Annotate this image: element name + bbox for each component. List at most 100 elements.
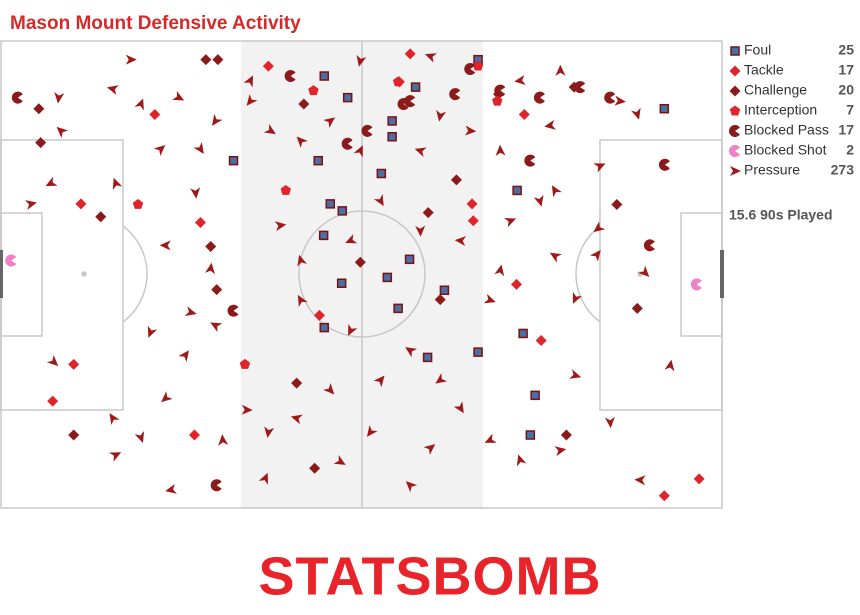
- interception-marker: [392, 76, 404, 87]
- pressure-marker: [210, 322, 223, 333]
- blocked-pass-marker: [524, 154, 536, 167]
- blocked-pass-marker: [361, 124, 373, 137]
- challenge-marker: [211, 284, 223, 296]
- legend-label: Pressure: [744, 162, 800, 178]
- challenge-marker: [309, 462, 321, 474]
- pressure-marker: [484, 433, 497, 443]
- challenge-marker: [560, 429, 572, 441]
- pressure-marker: [572, 291, 582, 304]
- pressure-marker: [125, 54, 137, 65]
- tackle-marker: [693, 473, 705, 485]
- interception-marker: [280, 184, 292, 195]
- pressure-marker: [593, 221, 606, 233]
- pressure-marker: [555, 64, 566, 76]
- pressure-marker: [165, 483, 177, 494]
- foul-marker: [404, 254, 415, 265]
- blocked-pass-marker: [574, 81, 586, 94]
- challenge-marker: [205, 240, 217, 252]
- foul-marker: [336, 278, 347, 289]
- foul-marker: [387, 131, 397, 142]
- blocked-pass-marker: [449, 88, 461, 101]
- blocked-pass-marker: [494, 84, 506, 97]
- pressure-marker: [263, 124, 276, 135]
- blocked-pass-marker: [404, 95, 416, 108]
- pressure-marker: [178, 350, 189, 363]
- pressure-marker: [54, 92, 65, 104]
- legend-count: 20: [838, 82, 854, 98]
- interception-marker: [308, 85, 319, 96]
- foul-marker: [376, 168, 387, 179]
- foul-marker: [325, 199, 336, 209]
- tackle-marker: [194, 217, 206, 229]
- pressure-marker: [664, 359, 675, 372]
- legend-swatch: [729, 105, 741, 116]
- tackle-marker: [466, 198, 478, 210]
- foul-marker: [387, 116, 397, 126]
- legend-swatch: [729, 65, 741, 77]
- pressure-marker: [205, 262, 215, 275]
- pressure-marker: [415, 225, 426, 237]
- pitch: [0, 40, 724, 509]
- pressure-marker: [551, 185, 562, 198]
- tackle-marker: [404, 48, 416, 60]
- legend-label: Blocked Pass: [744, 122, 829, 138]
- pressure-marker: [405, 347, 418, 358]
- pressure-marker: [464, 125, 477, 136]
- pressure-marker: [503, 218, 517, 228]
- foul-marker: [382, 272, 393, 283]
- tackle-marker: [511, 278, 523, 290]
- blocked-pass-marker: [284, 70, 296, 83]
- challenge-marker: [291, 377, 303, 389]
- pressure-marker: [45, 176, 58, 187]
- blocked-pass-marker: [658, 158, 670, 171]
- pressure-marker: [333, 455, 346, 465]
- foul-marker: [228, 155, 239, 166]
- foul-marker: [422, 352, 433, 363]
- foul-marker: [337, 206, 348, 216]
- pressure-marker: [147, 325, 158, 338]
- challenge-marker: [434, 294, 446, 306]
- pressure-marker: [604, 416, 615, 429]
- pressure-marker: [323, 117, 336, 128]
- legend-label: Blocked Shot: [744, 142, 827, 158]
- pressure-marker: [453, 401, 464, 414]
- challenge-marker: [200, 54, 212, 66]
- foul-marker: [473, 347, 483, 357]
- pressure-marker: [193, 142, 204, 154]
- pressure-marker: [454, 236, 467, 247]
- blocked-pass-marker: [227, 304, 239, 317]
- blocked-pass-marker: [341, 137, 353, 150]
- pressure-marker: [614, 95, 626, 106]
- pressure-marker: [218, 434, 229, 446]
- tackle-marker: [188, 429, 200, 441]
- pressure-marker: [109, 452, 122, 462]
- pressure-marker: [405, 481, 418, 493]
- pressure-marker: [46, 354, 59, 367]
- pressure-marker: [243, 75, 254, 88]
- tackle-marker: [535, 334, 547, 346]
- pressure-marker: [297, 254, 308, 267]
- pressure-marker: [414, 147, 427, 158]
- tackle-marker: [262, 60, 274, 72]
- pressure-marker: [134, 431, 145, 444]
- pressure-marker: [161, 391, 173, 403]
- tackle-marker: [518, 109, 530, 121]
- blocked-shot-marker: [690, 278, 702, 291]
- pressure-marker: [134, 98, 144, 111]
- pressure-marker: [159, 240, 171, 251]
- challenge-marker: [95, 211, 107, 223]
- tackle-marker: [658, 490, 670, 502]
- pressure-marker: [554, 446, 567, 457]
- pressure-marker: [544, 119, 556, 130]
- pressure-marker: [638, 265, 650, 277]
- pressure-marker: [106, 85, 119, 95]
- pressure-marker: [356, 54, 367, 67]
- tackle-marker: [68, 358, 80, 370]
- pressure-marker: [483, 293, 496, 304]
- legend-label: Foul: [744, 42, 771, 58]
- pressure-marker: [345, 234, 358, 244]
- challenge-marker: [298, 98, 310, 110]
- challenge-marker: [611, 198, 623, 210]
- foul-marker: [318, 230, 329, 241]
